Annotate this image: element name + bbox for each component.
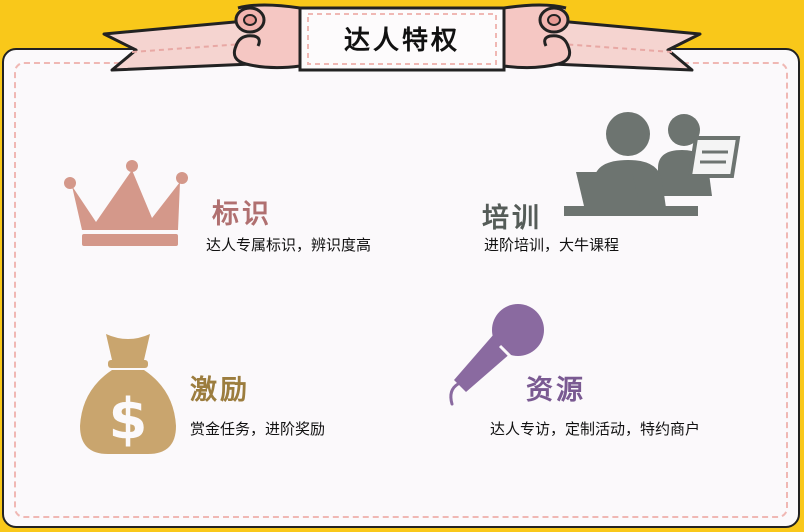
feature-desc-reward: 赏金任务，进阶奖励 [190,420,326,438]
feature-desc-badge: 达人专属标识，辨识度高 [206,236,372,254]
banner-title: 达人特权 [343,25,460,56]
feature-title-reward: 激励 [190,375,250,406]
feature-title-resources: 资源 [526,375,586,406]
microphone-icon [449,304,544,406]
feature-title-training: 培训 [482,203,542,234]
feature-desc-resources: 达人专访，定制活动，特约商户 [490,420,701,438]
svg-text:$: $ [109,387,148,452]
crown-icon [64,160,188,246]
feature-desc-training: 进阶培训，大牛课程 [484,236,620,254]
training-icon [564,112,741,216]
money-bag-icon: $ [80,334,176,454]
feature-title-badge: 标识 [212,199,272,230]
banner-ribbon [102,3,702,72]
